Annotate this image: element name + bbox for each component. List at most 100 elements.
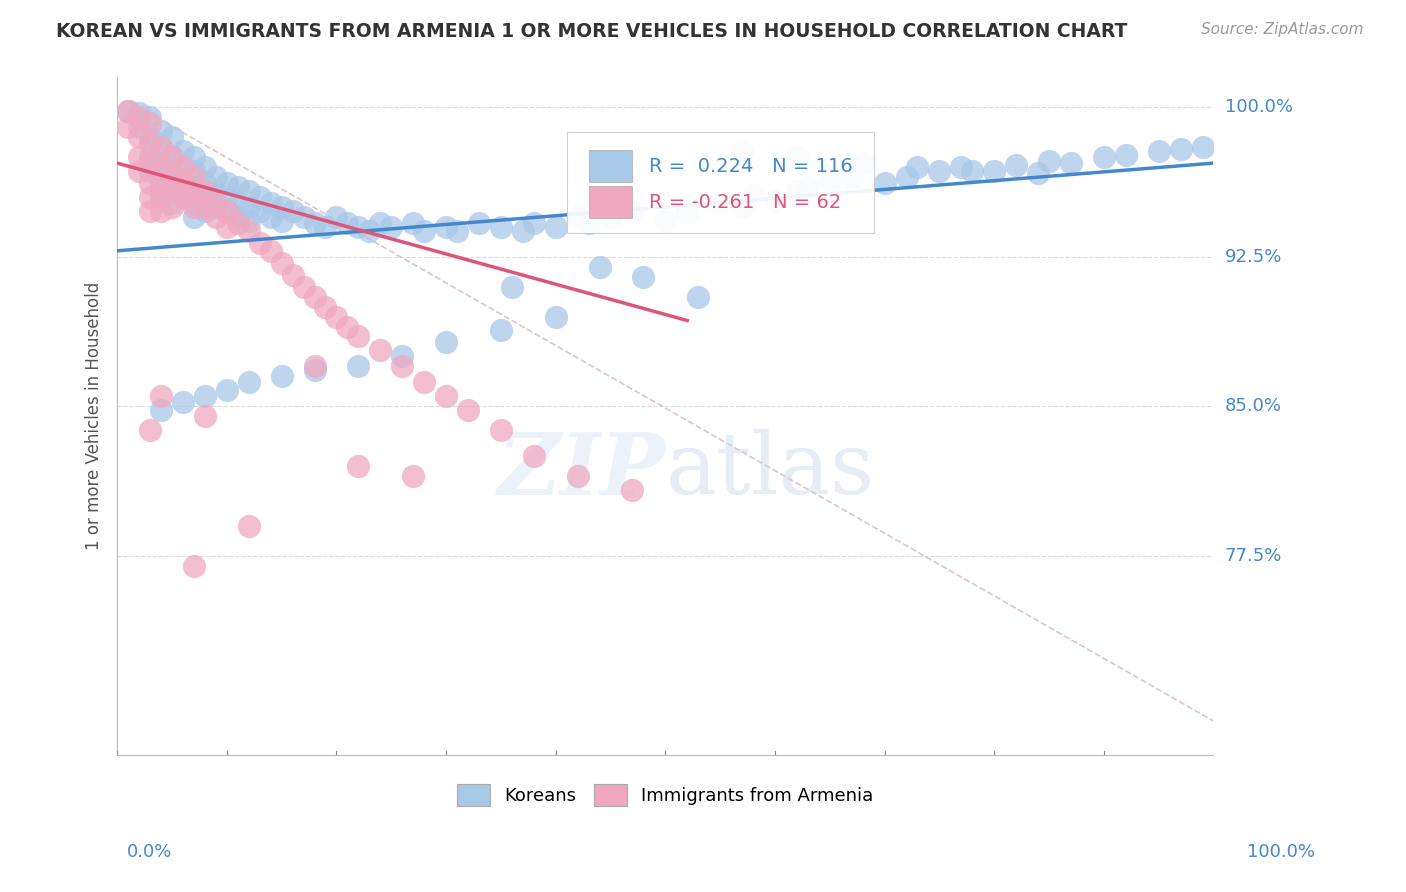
Point <box>160 164 183 178</box>
Point <box>139 176 162 190</box>
Point <box>150 170 173 185</box>
Point <box>194 184 217 198</box>
Point <box>260 244 283 258</box>
Point <box>205 200 228 214</box>
Point <box>128 106 150 120</box>
Point <box>183 170 205 185</box>
Point <box>150 184 173 198</box>
Point <box>183 180 205 194</box>
Point <box>215 190 238 204</box>
Point <box>183 558 205 573</box>
Point <box>226 180 249 194</box>
Point <box>413 376 436 390</box>
Point <box>292 210 315 224</box>
Text: 0.0%: 0.0% <box>127 843 172 861</box>
Point <box>621 483 644 497</box>
Point <box>599 210 621 224</box>
Point <box>150 140 173 154</box>
Point <box>249 190 271 204</box>
Point <box>633 269 655 284</box>
Legend: Koreans, Immigrants from Armenia: Koreans, Immigrants from Armenia <box>450 777 880 814</box>
Point <box>457 403 479 417</box>
Point <box>676 206 699 220</box>
Y-axis label: 1 or more Vehicles in Household: 1 or more Vehicles in Household <box>86 282 103 550</box>
Point <box>950 160 973 174</box>
Point <box>402 216 425 230</box>
Point <box>172 144 194 158</box>
Text: atlas: atlas <box>665 429 875 512</box>
Point <box>172 176 194 190</box>
Point <box>896 170 918 185</box>
Point <box>281 268 304 282</box>
FancyBboxPatch shape <box>567 132 873 233</box>
Point <box>226 196 249 211</box>
Point <box>160 170 183 185</box>
Point <box>368 343 391 358</box>
Point <box>260 210 283 224</box>
Point <box>512 224 534 238</box>
Point <box>150 389 173 403</box>
Point <box>347 219 370 234</box>
Point <box>215 203 238 218</box>
Point <box>205 186 228 200</box>
Point <box>347 329 370 343</box>
Point <box>1115 148 1137 162</box>
Point <box>1038 154 1060 169</box>
Point <box>215 219 238 234</box>
Point <box>139 110 162 124</box>
Point <box>818 174 841 188</box>
Point <box>544 219 567 234</box>
Point <box>150 140 173 154</box>
Point <box>1092 150 1115 164</box>
Point <box>489 219 512 234</box>
Point <box>172 190 194 204</box>
Point <box>150 203 173 218</box>
Point <box>215 384 238 398</box>
Point <box>336 216 359 230</box>
Point <box>194 409 217 424</box>
Point <box>434 335 457 350</box>
Point <box>434 219 457 234</box>
Point <box>270 214 292 228</box>
Point <box>117 120 139 135</box>
Point <box>523 216 546 230</box>
Point <box>1170 142 1192 156</box>
Point <box>139 203 162 218</box>
Point <box>215 203 238 218</box>
Point <box>160 130 183 145</box>
Point <box>446 224 468 238</box>
Point <box>928 164 950 178</box>
Point <box>567 210 589 224</box>
Point <box>150 176 173 190</box>
Point <box>391 350 413 364</box>
Point <box>270 369 292 384</box>
Point <box>160 150 183 164</box>
Point <box>621 203 644 218</box>
Point <box>544 310 567 324</box>
Point <box>1026 166 1049 180</box>
Point <box>139 116 162 130</box>
Point <box>139 423 162 437</box>
Point <box>742 188 765 202</box>
Point <box>172 176 194 190</box>
Point <box>962 164 984 178</box>
Point <box>688 290 710 304</box>
Point <box>194 176 217 190</box>
Point <box>567 469 589 483</box>
Point <box>139 190 162 204</box>
Point <box>907 160 929 174</box>
Point <box>314 219 336 234</box>
Point <box>786 184 808 198</box>
Point <box>183 200 205 214</box>
Point <box>128 120 150 135</box>
Point <box>786 150 808 164</box>
Point <box>304 216 326 230</box>
Point <box>873 176 896 190</box>
Text: R = -0.261   N = 62: R = -0.261 N = 62 <box>650 193 841 211</box>
Point <box>270 256 292 270</box>
Point <box>238 376 260 390</box>
Point <box>172 395 194 409</box>
Point <box>314 300 336 314</box>
Point <box>325 210 347 224</box>
Text: R =  0.224   N = 116: R = 0.224 N = 116 <box>650 157 852 176</box>
